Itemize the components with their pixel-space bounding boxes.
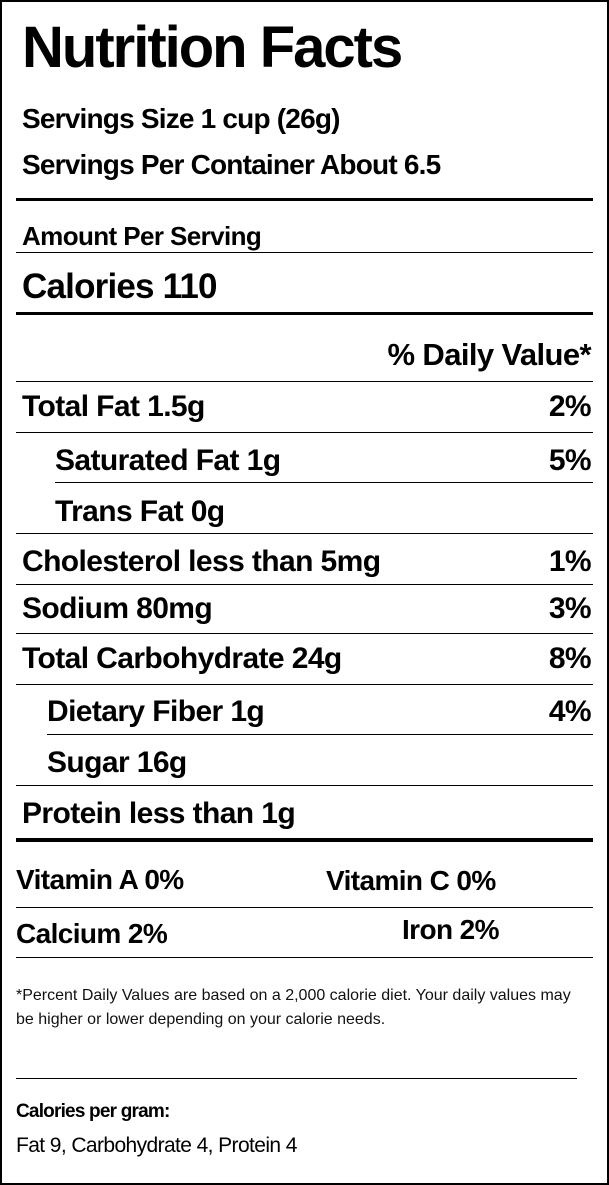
divider-thick-1 — [16, 198, 593, 201]
vitamin-c: Vitamin C 0% — [326, 865, 496, 896]
vitamin-a: Vitamin A 0% — [16, 864, 184, 895]
nutrient-total-carbohydrate: Total Carbohydrate 24g — [22, 642, 342, 675]
nutrient-sodium: Sodium 80mg — [22, 592, 213, 625]
calories-per-gram-heading: Calories per gram: — [16, 1101, 170, 1122]
amount-per-serving: Amount Per Serving — [22, 221, 262, 251]
daily-value-footnote: *Percent Daily Values are based on a 2,0… — [16, 987, 571, 1028]
iron: Iron 2% — [402, 914, 500, 945]
calories-per-gram-values: Fat 9, Carbohydrate 4, Protein 4 — [16, 1134, 297, 1157]
dv-total-fat: 2% — [548, 390, 592, 423]
dv-cholesterol: 1% — [548, 545, 592, 578]
nutrient-dietary-fiber: Dietary Fiber 1g — [47, 695, 265, 728]
dv-sodium: 3% — [548, 592, 592, 625]
nutrient-cholesterol: Cholesterol less than 5mg — [22, 545, 381, 578]
nutrient-protein: Protein less than 1g — [22, 797, 296, 830]
divider-10 — [16, 785, 593, 786]
divider-3 — [16, 432, 593, 433]
serving-size: Servings Size 1 cup (26g) — [22, 103, 340, 134]
divider-5 — [16, 533, 593, 534]
divider-4 — [55, 482, 593, 483]
divider-2 — [16, 381, 593, 382]
dv-saturated-fat: 5% — [548, 444, 592, 477]
divider-11 — [16, 907, 593, 908]
nutrient-saturated-fat: Saturated Fat 1g — [55, 444, 281, 477]
divider-9 — [47, 734, 593, 735]
dv-total-carbohydrate: 8% — [548, 642, 592, 675]
divider-8 — [16, 684, 593, 685]
label-title: Nutrition Facts — [22, 15, 403, 80]
daily-value-header: % Daily Value* — [387, 337, 591, 372]
calories: Calories 110 — [22, 267, 218, 306]
divider-thick-2 — [16, 312, 593, 315]
servings-per-container: Servings Per Container About 6.5 — [22, 149, 441, 180]
nutrient-sugar: Sugar 16g — [47, 746, 187, 779]
divider-7 — [16, 633, 593, 634]
nutrient-total-fat: Total Fat 1.5g — [22, 390, 205, 423]
divider-1 — [16, 252, 593, 253]
divider-12 — [16, 957, 593, 958]
divider-6 — [16, 584, 593, 585]
nutrient-trans-fat: Trans Fat 0g — [55, 495, 225, 528]
divider-thick-3 — [16, 838, 593, 842]
dv-dietary-fiber: 4% — [548, 695, 592, 728]
divider-13 — [16, 1078, 577, 1079]
calcium: Calcium 2% — [16, 918, 168, 949]
